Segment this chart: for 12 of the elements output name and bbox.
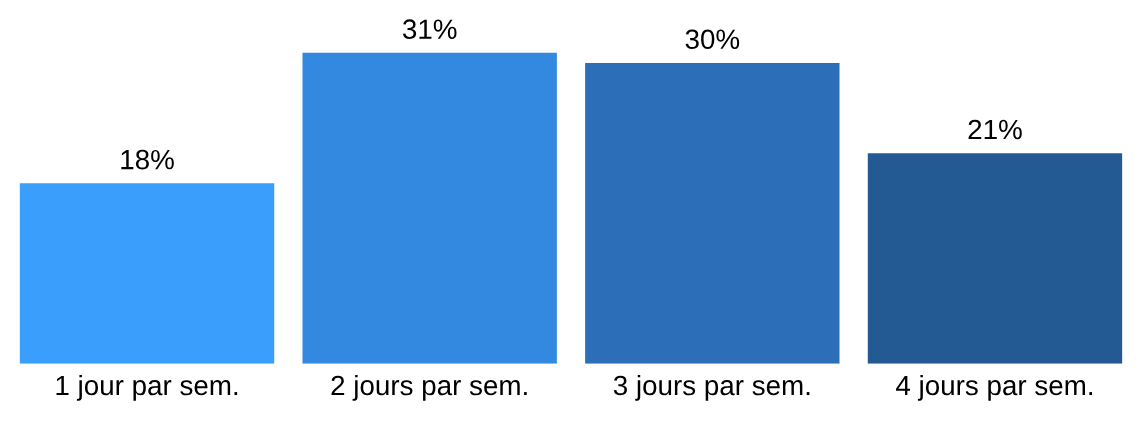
x-tick-label: 2 jours par sem. bbox=[331, 374, 527, 401]
bar bbox=[867, 153, 1123, 364]
x-tick-label: 3 jours par sem. bbox=[613, 374, 810, 401]
data-label: 21% bbox=[968, 119, 1022, 140]
x-tick-label: 4 jours par sem. bbox=[896, 374, 1093, 401]
x-tick-label: 1 jour par sem. bbox=[56, 374, 238, 401]
bar bbox=[19, 183, 275, 364]
bar bbox=[302, 52, 557, 364]
data-label: 31% bbox=[402, 19, 457, 40]
data-label: 18% bbox=[121, 149, 174, 170]
data-label: 30% bbox=[685, 29, 740, 50]
bar bbox=[585, 62, 840, 364]
